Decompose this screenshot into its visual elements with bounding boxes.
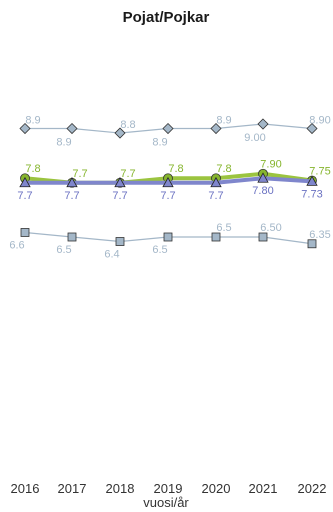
data-label: 9.00 <box>244 132 265 144</box>
triangle-marker <box>306 175 318 186</box>
diamond-marker <box>19 122 31 135</box>
data-label: 8.8 <box>120 119 135 131</box>
series-diamond: 8.9 8.9 8.8 8.9 8.9 9.00 8.90 <box>19 115 331 149</box>
data-label: 8.9 <box>216 115 231 127</box>
data-label: 6.5 <box>56 244 71 256</box>
triangle-marker <box>19 176 31 188</box>
x-tick-label: 2022 <box>298 481 327 496</box>
diamond-marker <box>114 127 126 139</box>
x-axis-ticks: 2016 2017 2018 2019 2020 2021 2022 <box>11 481 327 496</box>
data-label: 7.7 <box>72 168 87 180</box>
data-label: 7.7 <box>208 190 223 202</box>
square-marker <box>163 232 173 242</box>
triangle-marker <box>162 176 174 188</box>
data-label: 7.7 <box>160 190 175 202</box>
diamond-marker <box>162 122 174 135</box>
triangle-marker <box>114 176 126 188</box>
plot-area: 8.98.98.88.98.99.008.907.8 7.7 7.7 7.8 7.8 7.… <box>9 115 330 261</box>
data-label: 7.80 <box>252 185 273 197</box>
square-marker <box>307 239 317 249</box>
x-tick-label: 2017 <box>58 481 87 496</box>
series-triangle: 7.7 7.7 7.7 7.7 7.7 7.80 7.73 <box>17 172 323 202</box>
chart-title: Pojat/Pojkar <box>123 9 210 26</box>
x-tick-label: 2018 <box>106 481 135 496</box>
x-tick-label: 2021 <box>249 481 278 496</box>
data-label: 6.6 <box>9 239 24 251</box>
data-label: 7.8 <box>216 163 231 175</box>
data-label: 8.9 <box>152 137 167 149</box>
x-tick-label: 2016 <box>11 481 40 496</box>
square-marker <box>211 232 221 242</box>
data-label: 7.7 <box>17 190 32 202</box>
square-marker <box>258 232 268 242</box>
data-label: 7.7 <box>112 190 127 202</box>
data-label: 7.90 <box>260 159 281 171</box>
diamond-marker <box>306 122 318 135</box>
series-square: 6.6 6.5 6.4 6.5 6.5 6.50 6.35 <box>9 222 330 261</box>
triangle-marker <box>210 176 222 188</box>
data-label: 6.4 <box>104 249 119 261</box>
diamond-marker <box>257 118 269 130</box>
data-label: 6.35 <box>309 229 330 241</box>
triangle-marker <box>66 176 78 188</box>
data-label: 8.9 <box>56 137 71 149</box>
x-tick-label: 2020 <box>202 481 231 496</box>
data-label: 7.75 <box>309 166 330 178</box>
diamond-marker <box>210 122 222 135</box>
data-label: 6.50 <box>260 222 281 234</box>
data-label: 7.73 <box>301 188 322 200</box>
data-label: 7.8 <box>25 163 40 175</box>
data-label: 6.5 <box>216 222 231 234</box>
square-marker <box>115 237 125 246</box>
x-axis-label: vuosi/år <box>143 495 189 510</box>
triangle-marker <box>257 172 269 183</box>
data-label: 8.90 <box>309 115 330 127</box>
square-marker <box>20 228 30 237</box>
x-tick-label: 2019 <box>154 481 183 496</box>
square-marker <box>67 232 77 242</box>
data-label: 6.5 <box>152 244 167 256</box>
data-label: 7.7 <box>64 190 79 202</box>
data-label: 8.9 <box>25 115 40 127</box>
data-label: 7.7 <box>120 168 135 180</box>
data-label: 7.8 <box>168 163 183 175</box>
diamond-marker <box>66 122 78 135</box>
